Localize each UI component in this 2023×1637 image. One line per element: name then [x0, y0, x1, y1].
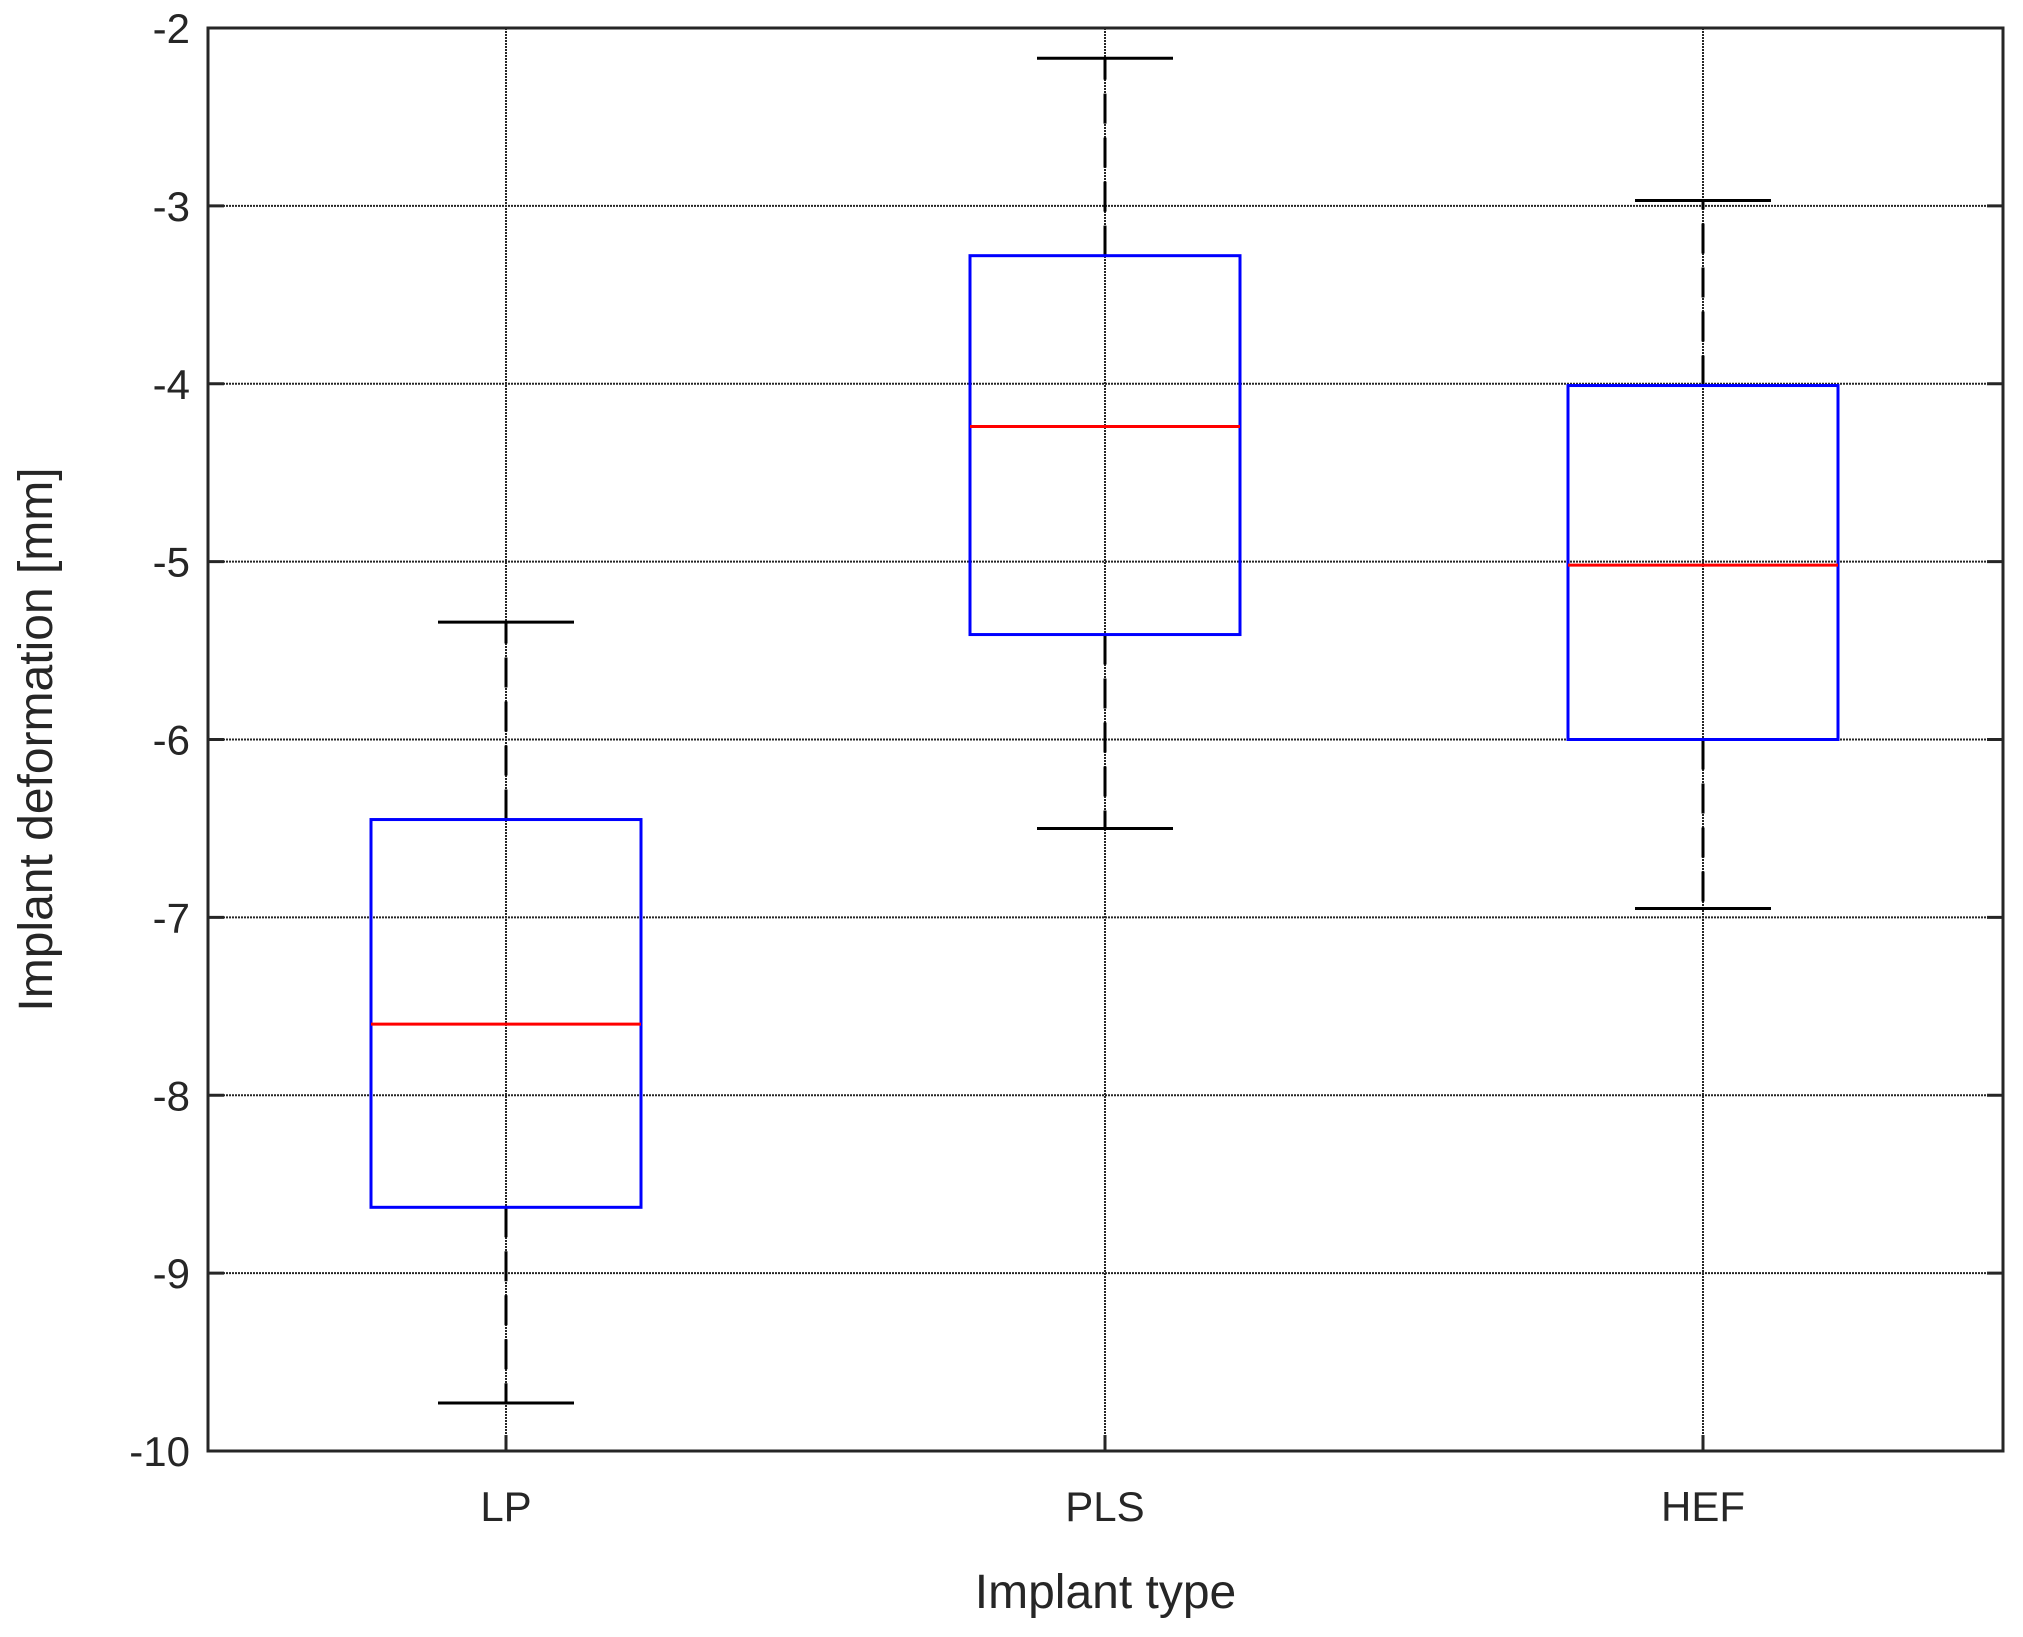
y-tick-label: -2 — [153, 5, 190, 52]
y-tick-label: -6 — [153, 717, 190, 764]
iqr-box — [1566, 384, 1840, 741]
y-tick-label: -8 — [153, 1072, 190, 1119]
x-tick-label: PLS — [1065, 1483, 1144, 1530]
y-tick-label: -4 — [153, 361, 190, 408]
y-tick-label: -10 — [129, 1428, 190, 1475]
x-tick-label: LP — [480, 1483, 531, 1530]
y-axis-title: Implant deformation [mm] — [10, 467, 63, 1011]
box-hef — [1566, 199, 1840, 910]
x-tick-label: HEF — [1661, 1483, 1745, 1530]
y-tick-label: -7 — [153, 894, 190, 941]
iqr-box — [968, 254, 1242, 637]
box-series — [369, 56, 1840, 1405]
y-tick-label: -5 — [153, 539, 190, 586]
y-tick-label: -9 — [153, 1250, 190, 1297]
box-lp — [369, 620, 643, 1405]
iqr-box — [369, 818, 643, 1209]
y-tick-label: -3 — [153, 183, 190, 230]
box-pls — [968, 56, 1242, 830]
y-axis-ticks: -10 -9 -8 -7 -6 -5 -4 -3 -2 — [129, 5, 2003, 1475]
x-axis-title: Implant type — [975, 1566, 1236, 1619]
x-axis-ticks: LP PLS HEF — [480, 1435, 1745, 1530]
